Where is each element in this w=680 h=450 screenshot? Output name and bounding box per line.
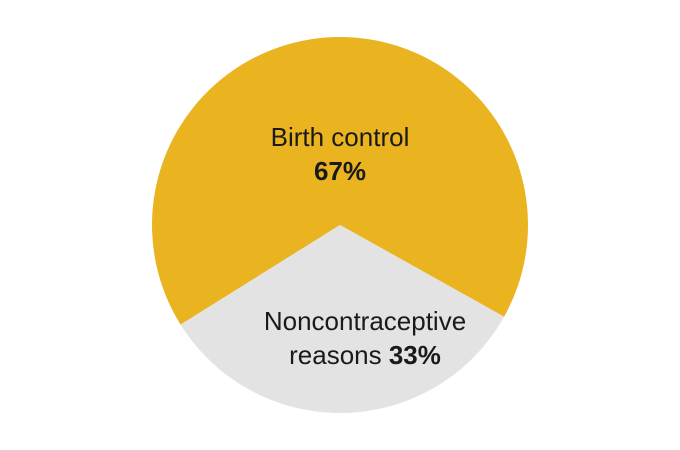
value-label: 67%: [313, 156, 367, 186]
category-label: Noncontraceptive reasons: [263, 306, 467, 370]
pie-slice: [151, 36, 528, 325]
category-label: Birth control: [270, 122, 410, 152]
slice-label: Noncontraceptive reasons 33%: [220, 304, 510, 372]
pie-slice: [180, 225, 505, 413]
slice-label: Birth control 67%: [220, 120, 460, 188]
value-label: 33%: [388, 340, 441, 370]
